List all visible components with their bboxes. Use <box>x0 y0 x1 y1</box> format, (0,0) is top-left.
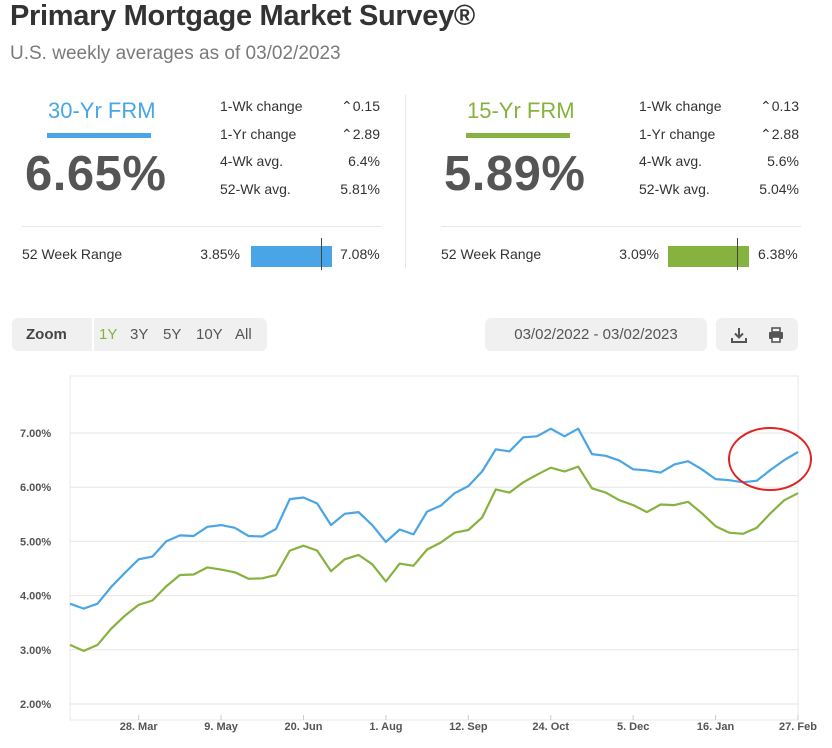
x-tick-label: 9. May <box>204 721 239 733</box>
plot-frame <box>69 375 799 721</box>
print-icon[interactable] <box>767 326 785 344</box>
x-tick-label: 27. Feb <box>779 721 817 733</box>
page-subtitle: U.S. weekly averages as of 03/02/2023 <box>10 43 341 64</box>
zoom-label: Zoom <box>26 326 67 343</box>
panel-divider <box>22 226 382 227</box>
y-tick-label: 5.00% <box>20 536 51 548</box>
stat-label: 1-Wk change <box>220 98 303 114</box>
y-axis: 2.00% 3.00% 4.00% 5.00% 6.00% 7.00% <box>20 428 51 711</box>
stats-15yr: 1-Wk change ⌃0.13 1-Yr change ⌃2.88 4-Wk… <box>639 98 799 208</box>
stat-value: 5.81% <box>340 180 380 197</box>
stat-label: 52-Wk avg. <box>639 180 710 197</box>
stat-row: 1-Yr change ⌃2.88 <box>639 126 799 154</box>
rate-underline-30yr <box>47 133 151 138</box>
stat-label: 1-Yr change <box>220 125 297 142</box>
zoom-option-1y[interactable]: 1Y <box>99 326 118 343</box>
chart-series <box>69 427 799 652</box>
stat-row: 1-Yr change ⌃2.89 <box>220 126 380 154</box>
rate-chart: 2.00% 3.00% 4.00% 5.00% 6.00% 7.00% 28. Mar 9.… <box>20 375 817 733</box>
stat-label: 52-Wk avg. <box>220 180 291 197</box>
x-tick-label: 24. Oct <box>532 721 569 733</box>
zoom-option-10y[interactable]: 10Y <box>196 326 223 343</box>
rate-underline-15yr <box>466 133 570 138</box>
stat-row: 4-Wk avg. 5.6% <box>639 153 799 181</box>
x-axis: 28. Mar 9. May 20. Jun 1. Aug 12. Sep 24. Oct… <box>120 715 817 733</box>
y-tick-label: 2.00% <box>20 699 51 711</box>
range-label-15yr: 52 Week Range <box>441 246 542 262</box>
range-marker-30yr <box>321 238 323 270</box>
zoom-separator <box>92 318 94 351</box>
stat-value: ⌃0.13 <box>760 98 799 114</box>
panel-divider <box>441 226 801 227</box>
x-tick-label: 5. Dec <box>617 721 649 733</box>
chart-grid <box>69 375 799 721</box>
stat-row: 4-Wk avg. 6.4% <box>220 153 380 181</box>
x-tick-label: 16. Jan <box>697 721 735 733</box>
page-title: Primary Mortgage Market Survey® <box>10 0 475 32</box>
series-line-30yr <box>69 427 799 610</box>
rate-panel-30yr: 30-Yr FRM 6.65% 1-Wk change ⌃0.15 1-Yr c… <box>12 92 402 272</box>
x-tick-label: 20. Jun <box>285 721 323 733</box>
arrow-up-icon: ⌃ <box>760 125 772 142</box>
date-range-button[interactable]: 03/02/2022 - 03/02/2023 <box>485 318 707 351</box>
chart-actions <box>716 318 798 351</box>
y-tick-label: 4.00% <box>20 591 51 603</box>
download-icon[interactable] <box>730 326 748 344</box>
stat-label: 4-Wk avg. <box>220 153 284 169</box>
range-high-30yr: 7.08% <box>340 246 380 262</box>
y-tick-label: 7.00% <box>20 428 51 440</box>
range-low-30yr: 3.85% <box>200 246 240 262</box>
zoom-option-5y[interactable]: 5Y <box>163 326 182 343</box>
arrow-up-icon: ⌃ <box>341 125 353 142</box>
x-tick-label: 28. Mar <box>120 721 159 733</box>
stats-30yr: 1-Wk change ⌃0.15 1-Yr change ⌃2.89 4-Wk… <box>220 98 380 208</box>
range-marker-15yr <box>736 238 738 270</box>
rate-value-30yr: 6.65% <box>25 147 167 201</box>
stat-value: 5.04% <box>759 180 799 197</box>
stat-row: 52-Wk avg. 5.04% <box>639 181 799 209</box>
stat-label: 1-Yr change <box>639 125 716 142</box>
y-tick-label: 3.00% <box>20 645 51 657</box>
stat-value: 6.4% <box>348 153 380 169</box>
range-label-30yr: 52 Week Range <box>22 246 123 262</box>
series-line-15yr <box>69 465 799 652</box>
stat-label: 4-Wk avg. <box>639 153 703 169</box>
stat-row: 1-Wk change ⌃0.15 <box>220 98 380 126</box>
range-bar-30yr <box>251 246 332 267</box>
rate-name-15yr: 15-Yr FRM <box>467 98 575 123</box>
highlight-circle <box>728 427 812 491</box>
stat-row: 1-Wk change ⌃0.13 <box>639 98 799 126</box>
range-bar-15yr <box>668 246 749 267</box>
rate-value-15yr: 5.89% <box>444 147 586 201</box>
range-high-15yr: 6.38% <box>758 246 798 262</box>
stat-value: ⌃2.88 <box>760 125 799 142</box>
zoom-control: Zoom 1Y 3Y 5Y 10Y All <box>12 318 267 351</box>
arrow-up-icon: ⌃ <box>341 98 353 114</box>
stat-label: 1-Wk change <box>639 98 722 114</box>
rate-name-30yr: 30-Yr FRM <box>48 98 156 123</box>
arrow-up-icon: ⌃ <box>760 98 772 114</box>
stat-row: 52-Wk avg. 5.81% <box>220 181 380 209</box>
range-low-15yr: 3.09% <box>619 246 659 262</box>
zoom-option-3y[interactable]: 3Y <box>130 326 149 343</box>
stat-value: ⌃2.89 <box>341 125 380 142</box>
y-tick-label: 6.00% <box>20 482 51 494</box>
x-tick-label: 12. Sep <box>449 721 488 733</box>
panel-separator <box>405 95 406 268</box>
stat-value: 5.6% <box>767 153 799 169</box>
zoom-option-all[interactable]: All <box>235 326 252 343</box>
rate-panel-15yr: 15-Yr FRM 5.89% 1-Wk change ⌃0.13 1-Yr c… <box>431 92 821 272</box>
stat-value: ⌃0.15 <box>341 98 380 114</box>
x-tick-label: 1. Aug <box>369 721 402 733</box>
